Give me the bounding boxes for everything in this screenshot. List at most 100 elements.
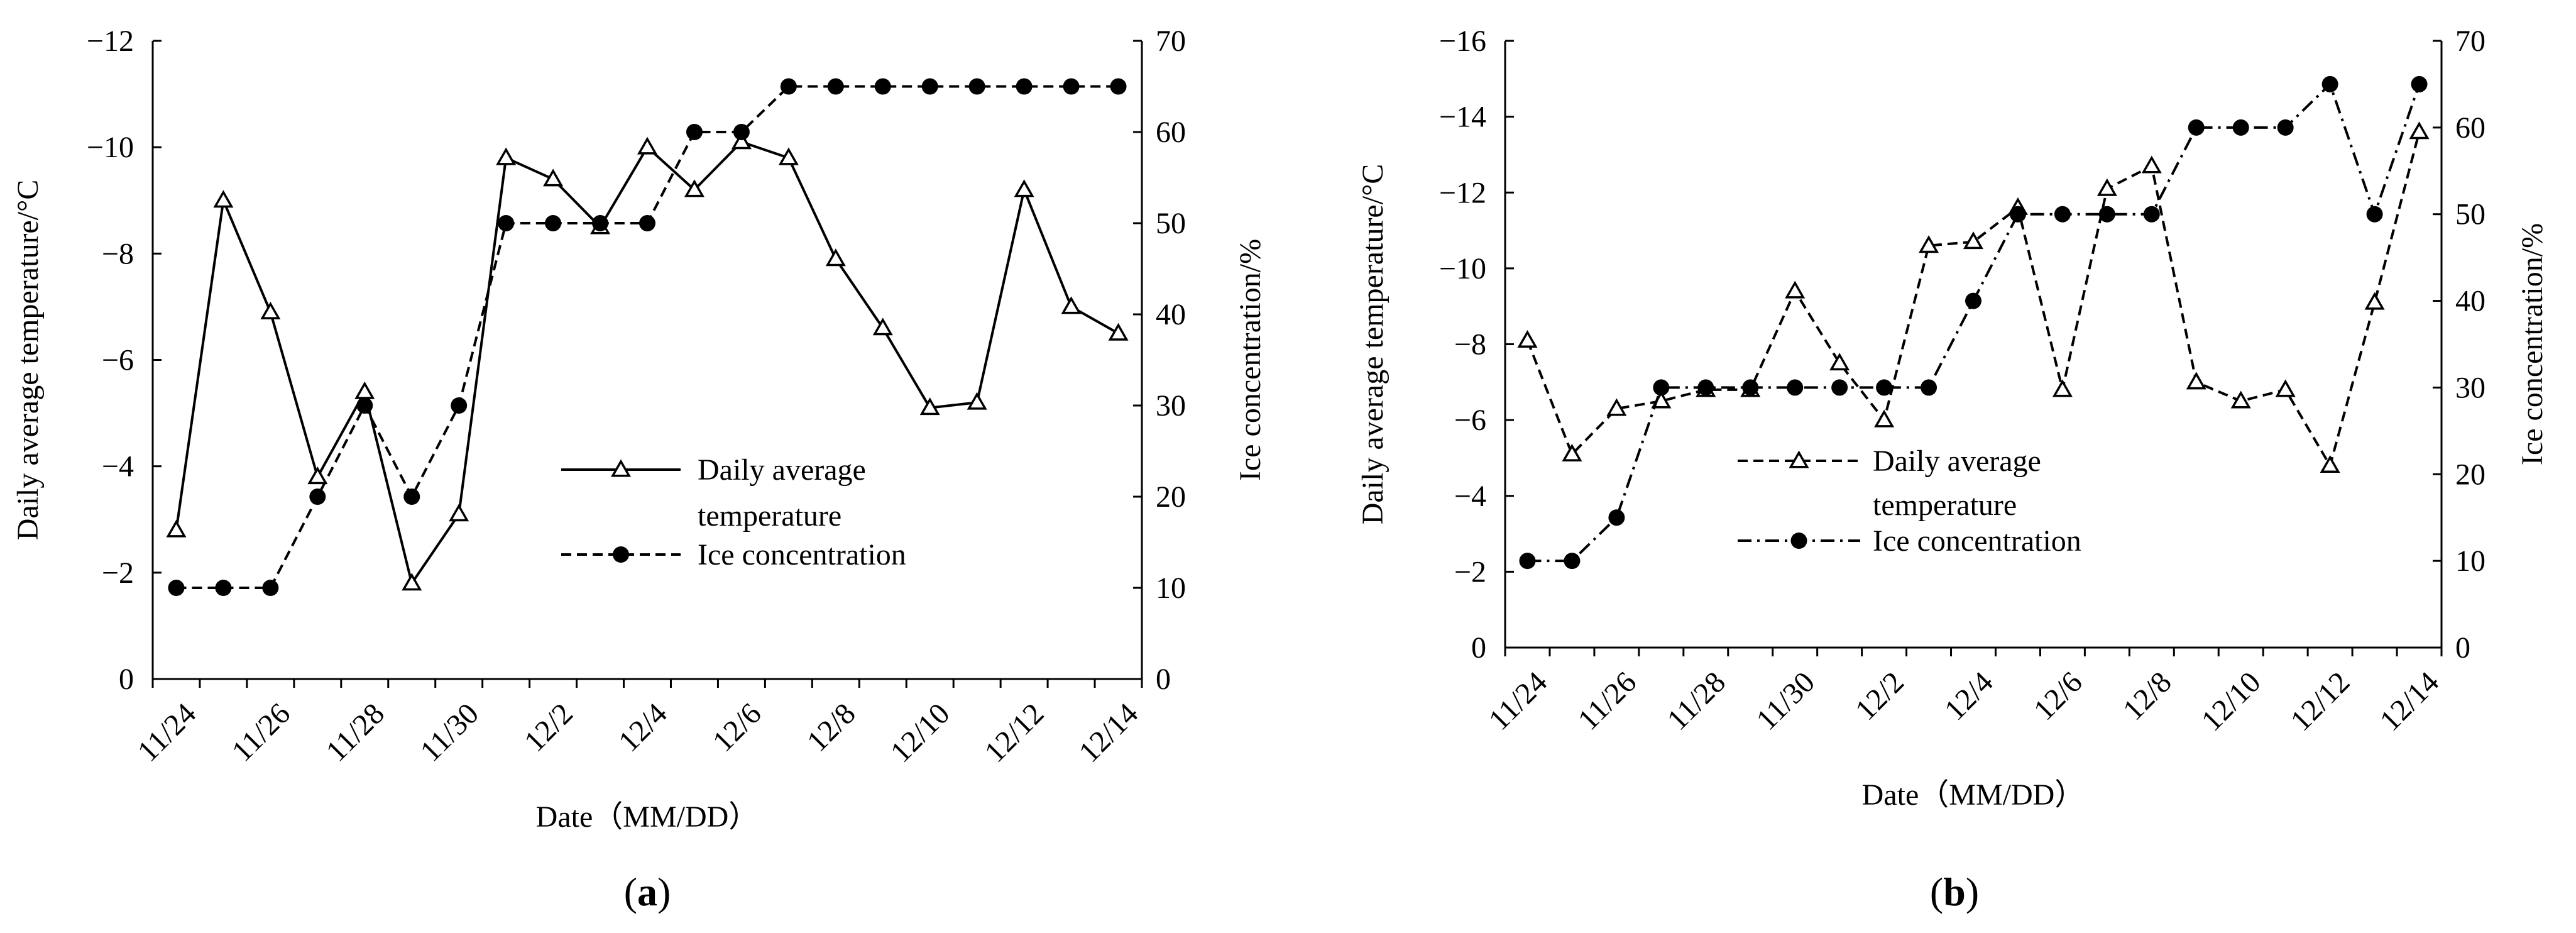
ice-concentration-point xyxy=(1965,292,1981,309)
temperature-point xyxy=(2275,379,2296,397)
temperature-point xyxy=(402,573,422,591)
ice-concentration-point xyxy=(2188,119,2205,136)
y-tick-label: 0 xyxy=(119,663,134,696)
y-tick-label: −16 xyxy=(1439,25,1486,58)
panel-label-paren-open: ( xyxy=(624,870,637,914)
y2-tick-label: 10 xyxy=(1156,571,1186,605)
ice-concentration-point xyxy=(262,580,279,596)
y-tick-label: −8 xyxy=(102,237,134,270)
ice-concentration-point xyxy=(827,78,844,95)
ice-concentration-point xyxy=(1787,379,1804,396)
temperature-point xyxy=(1061,296,1082,314)
temperature-point xyxy=(2186,372,2206,390)
y2-tick-label: 20 xyxy=(1156,480,1186,514)
ice-concentration-point xyxy=(2232,119,2249,136)
ice-concentration-point xyxy=(1016,78,1033,95)
ice-concentration-point xyxy=(2411,75,2428,92)
temperature-point xyxy=(1919,235,1939,253)
legend-label-temperature: Daily average xyxy=(1873,444,2041,478)
ice-concentration-point xyxy=(1608,509,1625,526)
x-axis-title: Date（MM/DD） xyxy=(1862,778,2085,812)
ice-concentration-point xyxy=(1653,379,1670,396)
temperature-point xyxy=(1874,409,1895,428)
ice-concentration-point xyxy=(1519,553,1536,570)
y-tick-label: −2 xyxy=(102,556,134,590)
temperature-point xyxy=(166,519,187,538)
y2-tick-label: 50 xyxy=(2455,198,2486,231)
temperature-point xyxy=(307,466,328,485)
panel-label: (b) xyxy=(1930,870,1979,914)
temperature-point xyxy=(1606,398,1627,416)
temperature-point xyxy=(1963,231,1984,250)
y2-tick-label: 60 xyxy=(1156,116,1186,149)
temperature-point xyxy=(731,131,752,150)
ice-concentration-point xyxy=(874,78,891,95)
ice-concentration-point xyxy=(2098,206,2115,223)
ice-concentration-point xyxy=(1742,379,1759,396)
legend-label-temperature: Daily average xyxy=(698,453,866,487)
temperature-point xyxy=(2096,178,2117,196)
temperature-point xyxy=(825,248,846,267)
ice-concentration-point xyxy=(639,215,655,231)
ice-concentration-point xyxy=(356,397,373,414)
ice-concentration-point xyxy=(403,489,420,505)
y-tick-label: 0 xyxy=(1471,631,1486,665)
ice-concentration-point xyxy=(215,580,232,596)
y-tick-label: −6 xyxy=(102,344,134,377)
temperature-point xyxy=(2141,155,2162,174)
y-tick-label: −4 xyxy=(102,450,134,483)
temperature-point xyxy=(449,504,469,522)
ice-concentration-point xyxy=(968,78,985,95)
y2-tick-label: 30 xyxy=(2455,371,2486,404)
y-tick-label: −14 xyxy=(1439,101,1486,134)
y-tick-label: −10 xyxy=(1439,252,1486,285)
y-tick-label: −12 xyxy=(87,25,134,58)
temperature-point xyxy=(1562,443,1582,461)
ice-concentration-point xyxy=(2321,75,2338,92)
ice-concentration-point xyxy=(498,215,515,231)
temperature-point xyxy=(637,136,658,155)
temperature-point xyxy=(2052,379,2073,397)
temperature-point xyxy=(872,317,893,336)
temperature-point xyxy=(496,147,517,165)
ice-concentration-point xyxy=(921,78,938,95)
y2-axis-title: Ice concentration/% xyxy=(1234,239,1267,481)
ice-concentration-point xyxy=(1921,379,1937,396)
temperature-point xyxy=(543,168,564,187)
panel-label-paren-open: ( xyxy=(1930,870,1943,914)
panel-label-letter: a xyxy=(637,870,657,914)
y2-tick-label: 10 xyxy=(2455,544,2486,578)
y2-tick-label: 0 xyxy=(1156,663,1171,696)
legend-label-temperature: temperature xyxy=(1873,489,2017,522)
ice-concentration-point xyxy=(2366,206,2383,223)
y-tick-label: −2 xyxy=(1454,555,1486,588)
ice-concentration-point xyxy=(2277,119,2294,136)
legend-marker-temperature xyxy=(610,459,632,477)
panel-label-paren-close: ) xyxy=(657,870,671,914)
temperature-point xyxy=(2409,121,2430,140)
ice-concentration-point xyxy=(780,78,797,95)
y-axis-title: Daily average temperature/°C xyxy=(11,180,45,541)
temperature-point xyxy=(919,397,940,416)
ice-concentration-point xyxy=(1564,553,1581,570)
legend-marker-ice-concentration xyxy=(1790,533,1807,549)
ice-concentration-point xyxy=(1831,379,1848,396)
temperature-point xyxy=(2230,390,2251,409)
ice-concentration-point xyxy=(686,124,703,140)
temperature-point xyxy=(213,190,234,208)
y-tick-label: −6 xyxy=(1454,404,1486,437)
legend-label-temperature: temperature xyxy=(698,499,841,533)
ice-concentration-point xyxy=(733,124,750,140)
panel-label-letter: b xyxy=(1943,870,1966,914)
temperature-point xyxy=(1785,280,1806,299)
y-axis-title: Daily average temperature/°C xyxy=(1356,164,1389,525)
panel-label-paren-close: ) xyxy=(1966,870,1979,914)
y-tick-label: −10 xyxy=(87,131,134,164)
legend-label-ice-concentration: Ice concentration xyxy=(1873,524,2081,558)
legend-marker-ice-concentration xyxy=(613,546,629,563)
temperature-point xyxy=(2364,292,2385,310)
y2-tick-label: 0 xyxy=(2455,631,2470,665)
y2-tick-label: 60 xyxy=(2455,111,2486,145)
x-axis-title: Date（MM/DD） xyxy=(536,800,759,834)
